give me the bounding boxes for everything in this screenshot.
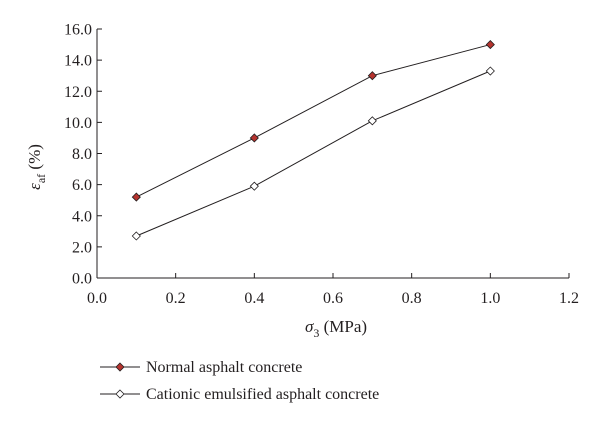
y-axis-title-main: ε [25, 183, 44, 190]
legend: Normal asphalt concrete Cationic emulsif… [100, 359, 379, 403]
data-point [249, 133, 259, 143]
y-tick-label: 16.0 [64, 22, 92, 39]
y-axis-title-unit: (%) [25, 144, 44, 174]
series-line [136, 44, 491, 198]
series-line [136, 70, 491, 237]
y-tick-label: 10.0 [64, 115, 92, 132]
data-point [367, 71, 377, 81]
x-tick-label: 0.8 [402, 290, 422, 307]
y-tick-label: 4.0 [72, 208, 92, 225]
x-tick-label: 1.2 [559, 290, 579, 307]
data-point [367, 116, 377, 126]
x-tick-label: 0.0 [87, 290, 107, 307]
legend-item-cationic: Cationic emulsified asphalt concrete [100, 386, 379, 403]
data-point [131, 231, 141, 241]
x-tick-label: 0.4 [244, 290, 264, 307]
legend-marker-normal [115, 362, 125, 372]
x-axis-title: σ3 (MPa) [305, 317, 367, 340]
x-axis-title-sub: 3 [313, 326, 319, 340]
y-tick-label: 0.0 [72, 271, 92, 288]
y-axis-title: εaf (%) [25, 144, 48, 190]
x-tick-label: 0.2 [166, 290, 186, 307]
data-point [485, 39, 495, 50]
y-tick-label: 6.0 [72, 177, 92, 194]
legend-label-normal: Normal asphalt concrete [146, 359, 302, 376]
x-tick-label: 1.0 [480, 290, 500, 307]
y-tick-label: 2.0 [72, 239, 92, 256]
y-tick-label: 14.0 [64, 53, 92, 70]
series-layer [131, 39, 495, 241]
y-axis-title-sub: af [34, 174, 48, 183]
legend-marker-cationic [115, 389, 125, 399]
legend-item-normal: Normal asphalt concrete [100, 359, 302, 376]
data-point [485, 66, 495, 76]
x-tick-label: 0.6 [323, 290, 343, 307]
axes: 0.0 0.2 0.4 0.6 0.8 1.0 1.2 0.0 2.0 4.0 6.0 8.0 10.0… [64, 22, 579, 308]
y-tick-label: 12.0 [64, 84, 92, 101]
data-point [131, 192, 141, 202]
series-0 [131, 39, 495, 202]
legend-label-cationic: Cationic emulsified asphalt concrete [146, 386, 379, 403]
data-point [249, 181, 259, 191]
y-tick-label: 8.0 [72, 146, 92, 163]
series-1 [131, 66, 495, 241]
x-axis-title-unit: (MPa) [319, 317, 367, 336]
x-axis-title-main: σ [305, 317, 314, 336]
